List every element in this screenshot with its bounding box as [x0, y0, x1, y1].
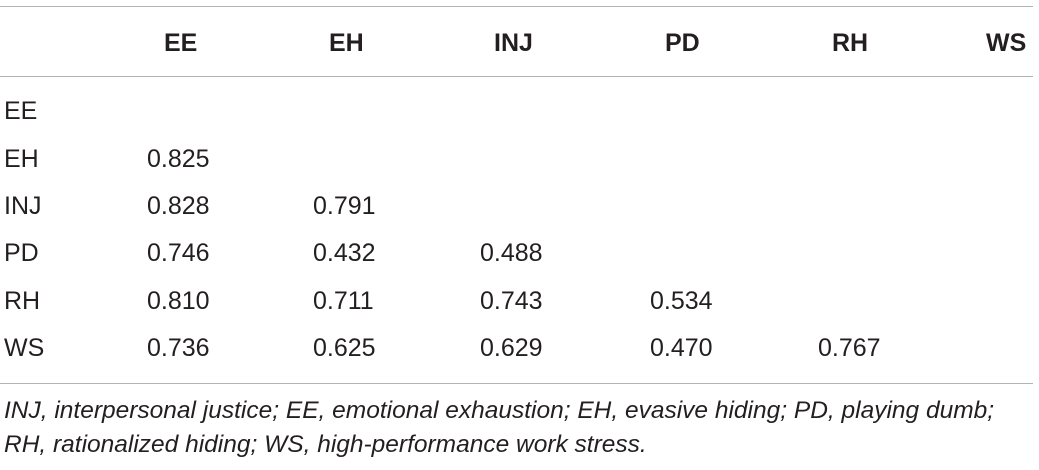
table-header-row: EE EH INJ PD RH WS: [0, 26, 1039, 60]
table-bottom-rule: [0, 383, 1033, 384]
row-label: PD: [4, 239, 39, 267]
table-cell: 0.825: [147, 145, 210, 173]
table-cell: 0.488: [480, 239, 543, 267]
table-cell: 0.711: [313, 287, 374, 315]
column-header-pd: PD: [665, 29, 700, 57]
table-cell: 0.625: [313, 334, 376, 362]
table-row: EE: [0, 94, 1039, 128]
row-label: RH: [4, 287, 41, 315]
table-cell: 0.470: [650, 334, 713, 362]
table-row: EH 0.825: [0, 142, 1039, 176]
table-cell: 0.534: [650, 287, 713, 315]
column-header-ws: WS: [986, 29, 1027, 57]
table-cell: 0.767: [818, 334, 881, 362]
column-header-eh: EH: [329, 29, 364, 57]
table-row: PD 0.746 0.432 0.488: [0, 236, 1039, 270]
table-row: WS 0.736 0.625 0.629 0.470 0.767: [0, 331, 1039, 365]
table-cell: 0.746: [147, 239, 210, 267]
table-cell: 0.791: [313, 192, 376, 220]
table-cell: 0.736: [147, 334, 210, 362]
table-cell: 0.629: [480, 334, 543, 362]
table-row: RH 0.810 0.711 0.743 0.534: [0, 284, 1039, 318]
column-header-ee: EE: [164, 29, 198, 57]
row-label: EE: [4, 97, 38, 125]
table-cell: 0.810: [147, 287, 210, 315]
table-cell: 0.432: [313, 239, 376, 267]
table-footnote: INJ, interpersonal justice; EE, emotiona…: [4, 397, 995, 458]
row-label: EH: [4, 145, 39, 173]
table-header-rule: [0, 76, 1033, 77]
row-label: INJ: [4, 192, 42, 220]
column-header-rh: RH: [832, 29, 869, 57]
table-top-rule: [0, 6, 1033, 7]
table-cell: 0.828: [147, 192, 210, 220]
table-row: INJ 0.828 0.791: [0, 189, 1039, 223]
column-header-inj: INJ: [494, 29, 533, 57]
row-label: WS: [4, 334, 45, 362]
table-cell: 0.743: [480, 287, 543, 315]
